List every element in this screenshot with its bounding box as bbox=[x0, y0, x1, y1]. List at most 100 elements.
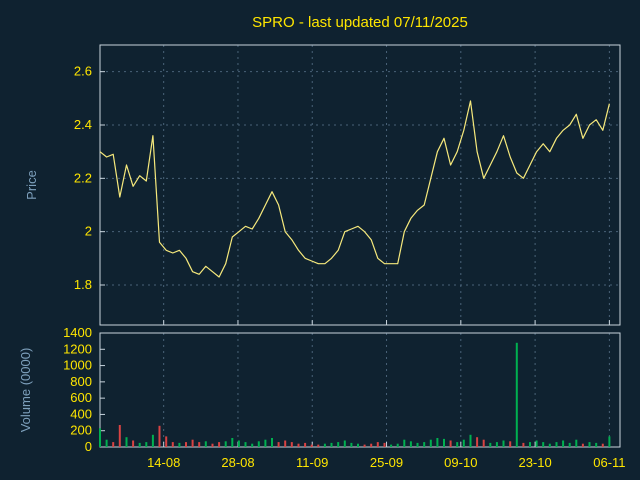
x-tick-label: 06-11 bbox=[593, 455, 625, 470]
volume-bar bbox=[595, 442, 598, 447]
y-tick-label: 400 bbox=[70, 406, 92, 421]
volume-bar bbox=[370, 443, 373, 447]
volume-bar bbox=[251, 443, 254, 447]
chart-title: SPRO - last updated 07/11/2025 bbox=[252, 14, 468, 31]
volume-bar bbox=[456, 442, 459, 447]
volume-bar bbox=[99, 428, 101, 447]
volume-bar bbox=[482, 439, 485, 447]
x-tick-label: 28-08 bbox=[221, 455, 254, 470]
volume-bar bbox=[171, 442, 174, 447]
volume-bar bbox=[337, 442, 340, 447]
y-tick-label: 800 bbox=[70, 374, 92, 389]
volume-bar bbox=[436, 438, 439, 447]
volume-bar bbox=[185, 442, 187, 447]
volume-bar bbox=[178, 442, 181, 447]
volume-bar bbox=[257, 441, 260, 447]
volume-bar bbox=[211, 443, 214, 447]
volume-bar bbox=[575, 439, 578, 447]
volume-bar bbox=[489, 442, 492, 447]
x-tick-label: 09-10 bbox=[444, 455, 477, 470]
volume-bar bbox=[529, 442, 531, 447]
x-tick-label: 25-09 bbox=[370, 455, 403, 470]
volume-bar bbox=[535, 440, 538, 447]
volume-bar bbox=[568, 442, 571, 447]
volume-bar bbox=[423, 442, 426, 447]
volume-bar bbox=[237, 440, 240, 447]
volume-bar bbox=[409, 441, 412, 447]
volume-bar bbox=[165, 436, 168, 447]
y-tick-label: 1000 bbox=[63, 358, 92, 373]
volume-bar bbox=[396, 443, 399, 447]
volume-bar bbox=[383, 442, 386, 447]
volume-bar bbox=[343, 440, 346, 447]
volume-bar bbox=[244, 442, 247, 447]
volume-bar bbox=[105, 439, 108, 447]
volume-bar bbox=[562, 440, 565, 447]
volume-bar bbox=[304, 442, 307, 447]
x-tick-label: 14-08 bbox=[147, 455, 180, 470]
volume-bar bbox=[264, 439, 267, 447]
volume-bar bbox=[548, 443, 551, 447]
volume-bar bbox=[515, 342, 518, 447]
y-tick-label: 200 bbox=[70, 423, 92, 438]
volume-bar bbox=[462, 439, 465, 447]
volume-bar bbox=[555, 442, 558, 447]
y-tick-label: 2.2 bbox=[74, 170, 92, 185]
volume-bar bbox=[601, 443, 604, 447]
volume-bar bbox=[224, 441, 227, 447]
volume-bar bbox=[125, 437, 128, 447]
y-tick-label: 600 bbox=[70, 390, 92, 405]
volume-bar bbox=[317, 444, 320, 447]
volume-bar bbox=[191, 439, 194, 447]
volume-bar bbox=[363, 444, 366, 447]
volume-bar bbox=[151, 434, 154, 447]
volume-bar bbox=[310, 444, 313, 447]
volume-bar bbox=[588, 442, 591, 447]
volume-bar bbox=[218, 442, 221, 447]
volume-bar bbox=[495, 442, 498, 447]
volume-bar bbox=[608, 436, 611, 447]
volume-bar bbox=[509, 441, 512, 447]
volume-bar bbox=[284, 440, 287, 447]
volume-bar bbox=[112, 442, 115, 447]
x-tick-label: 11-09 bbox=[296, 455, 328, 470]
volume-bar bbox=[443, 438, 445, 447]
volume-bar bbox=[290, 442, 293, 447]
volume-bar bbox=[376, 442, 379, 447]
volume-bar bbox=[429, 439, 432, 447]
plot-border bbox=[99, 332, 621, 448]
volume-axis-label: Volume (0000) bbox=[18, 348, 33, 433]
y-tick-label: 2.4 bbox=[74, 117, 92, 132]
y-tick-label: 1400 bbox=[63, 325, 92, 340]
volume-bar bbox=[581, 443, 584, 447]
volume-bar bbox=[522, 442, 525, 447]
volume-bar bbox=[271, 438, 273, 447]
volume-bar bbox=[403, 439, 406, 447]
volume-bar bbox=[204, 441, 207, 447]
y-tick-label: 2 bbox=[85, 224, 92, 239]
volume-bar bbox=[469, 434, 472, 447]
volume-bar bbox=[277, 442, 280, 447]
volume-bar bbox=[198, 442, 201, 447]
volume-bar bbox=[323, 443, 326, 447]
volume-bar bbox=[476, 437, 479, 447]
volume-bar bbox=[158, 425, 161, 447]
volume-bar bbox=[132, 440, 135, 447]
volume-bar bbox=[416, 442, 419, 447]
volume-bar bbox=[138, 442, 141, 447]
y-tick-label: 2.6 bbox=[74, 64, 92, 79]
volume-bar bbox=[231, 438, 234, 447]
price-axis-label: Price bbox=[24, 170, 39, 200]
volume-bar bbox=[542, 442, 545, 447]
plot-border bbox=[99, 44, 621, 326]
volume-bar bbox=[350, 442, 353, 447]
volume-bar bbox=[449, 440, 452, 447]
y-tick-label: 1.8 bbox=[74, 277, 92, 292]
y-tick-label: 1200 bbox=[63, 341, 92, 356]
x-tick-label: 23-10 bbox=[518, 455, 551, 470]
volume-bar bbox=[357, 443, 359, 447]
volume-bar bbox=[145, 442, 148, 447]
volume-bar bbox=[118, 425, 121, 447]
